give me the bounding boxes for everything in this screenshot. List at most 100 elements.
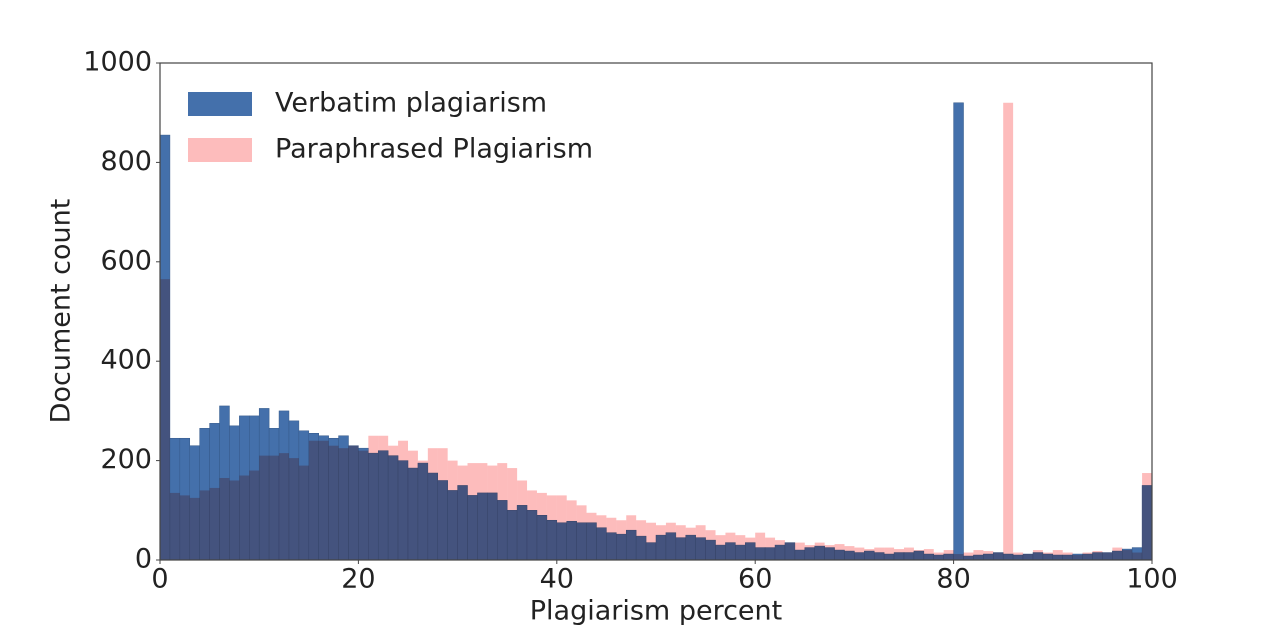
histogram-bar [199,490,210,560]
histogram-bar [388,445,399,560]
legend-swatch [188,138,252,162]
histogram-bar [338,448,349,560]
histogram-bar [586,512,597,560]
histogram-bar [943,550,954,560]
histogram-bar [844,546,855,560]
histogram-bar [229,480,240,560]
histogram-bar [1032,550,1043,560]
histogram-bar [973,550,984,560]
histogram-bar [745,537,756,560]
histogram-bar [1042,552,1053,560]
histogram-bar [298,465,309,560]
histogram-bar [626,515,637,560]
y-tick-label: 0 [135,544,152,575]
histogram-bar [1013,552,1024,560]
x-tick-label: 40 [540,564,574,595]
histogram-bar [427,448,438,560]
histogram-bar [378,435,389,560]
x-tick-label: 100 [1126,564,1178,595]
histogram-bar [1082,552,1093,560]
histogram-bar [804,545,815,560]
histogram-bar [259,455,270,560]
histogram-bar [398,440,408,560]
histogram-bar [1142,473,1152,560]
bars [159,102,1153,561]
x-tick-label: 20 [341,564,375,595]
histogram-bar [636,520,647,560]
histogram-bar [417,460,428,560]
histogram-bar [755,532,766,560]
histogram-bar [794,542,805,560]
histogram-bar [408,450,418,560]
histogram-bar [665,522,676,560]
histogram-bar [308,440,319,560]
histogram-bar [269,455,280,560]
histogram-bar [1122,550,1133,560]
histogram-bar [1003,102,1014,560]
histogram-bar [695,525,706,560]
histogram-bar [606,517,617,560]
histogram-bar [328,445,339,560]
histogram-bar [953,554,964,560]
histogram-bar [527,490,537,560]
histogram-bar [864,549,875,560]
histogram-bar [160,279,170,560]
x-axis-label: Plagiarism percent [530,596,782,627]
histogram-bar [953,102,964,561]
histogram-bar [983,551,994,560]
histogram-bar [507,468,518,560]
histogram-bar [884,547,895,560]
histogram-bar [358,450,369,560]
histogram-bar [656,525,666,560]
histogram-bar [219,477,230,560]
y-tick-label: 200 [100,444,152,475]
histogram-bar [279,453,289,560]
histogram-bar [437,448,448,560]
histogram-bar [646,522,656,560]
histogram-bar [705,530,716,560]
x-tick-label: 60 [738,564,772,595]
histogram-bar [933,552,944,560]
histogram-bar [477,463,488,560]
histogram-bar [725,532,736,560]
histogram-bar [784,542,795,560]
histogram-bar [497,463,508,560]
histogram-bar [765,537,776,560]
histogram-bar [904,547,914,560]
legend-label: Paraphrased Plagiarism [275,134,593,165]
x-tick-label: 0 [151,564,168,595]
histogram-bar [735,535,746,560]
histogram-bar [814,542,825,560]
histogram-bar [487,465,498,560]
histogram-bar [249,470,260,560]
histogram-bar [993,552,1004,560]
histogram-bar [348,445,359,560]
histogram-bar [1072,555,1083,560]
histogram-bar [685,527,696,560]
histogram-bar [854,547,865,560]
histogram-bar [566,500,577,560]
y-tick-label: 400 [100,345,152,376]
histogram-bar [824,545,835,560]
histogram-bar [179,495,190,560]
histogram-bar [457,465,468,560]
histogram-bar [834,544,845,560]
x-tick-label: 80 [936,564,970,595]
legend-label: Verbatim plagiarism [275,88,547,119]
histogram-bar [675,525,686,560]
histogram-bar [546,495,557,560]
histogram-bar [1132,552,1143,560]
histogram-bar [556,495,567,560]
histogram-bar [517,480,528,560]
histogram-bar [596,515,607,560]
y-axis-label: Document count [46,199,77,424]
histogram-bar [923,549,934,560]
y-tick-label: 800 [100,146,152,177]
histogram-bar [1052,550,1063,560]
histogram-bar [239,475,250,560]
histogram-bar [616,520,627,560]
histogram-bar [318,440,329,560]
histogram-bar [368,435,379,560]
legend-swatch [188,92,252,116]
